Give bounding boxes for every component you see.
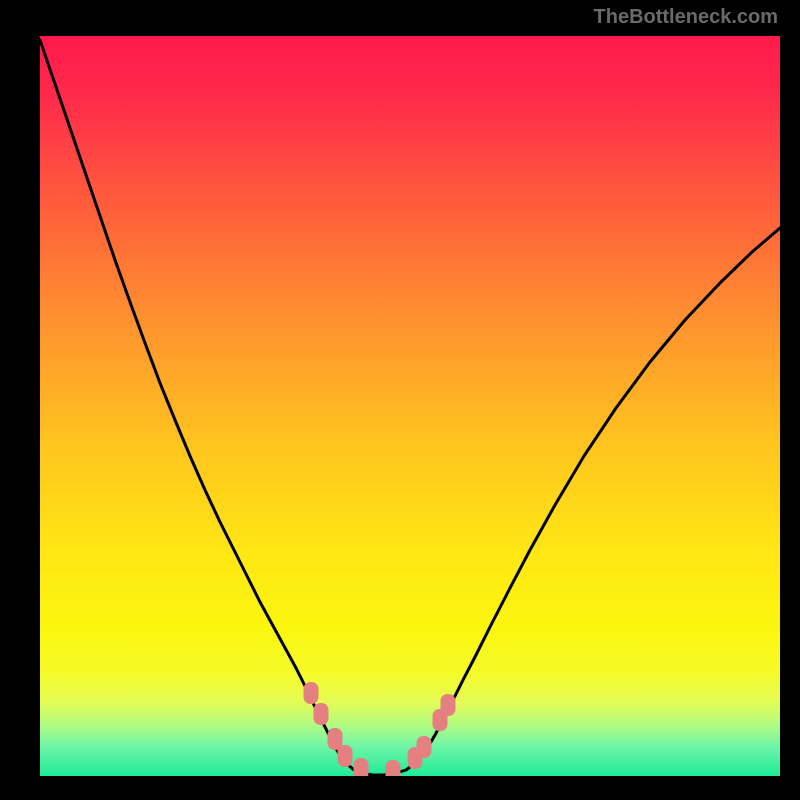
- chart-marker: [314, 703, 329, 725]
- chart-marker: [417, 736, 432, 758]
- chart-curve-line: [40, 40, 780, 775]
- chart-svg: [40, 36, 780, 776]
- watermark-text: TheBottleneck.com: [594, 6, 778, 29]
- chart-marker: [338, 745, 353, 767]
- chart-marker: [386, 760, 401, 776]
- chart-plot-area: [40, 36, 780, 776]
- chart-marker: [441, 694, 456, 716]
- chart-marker: [354, 758, 369, 776]
- chart-marker: [304, 682, 319, 704]
